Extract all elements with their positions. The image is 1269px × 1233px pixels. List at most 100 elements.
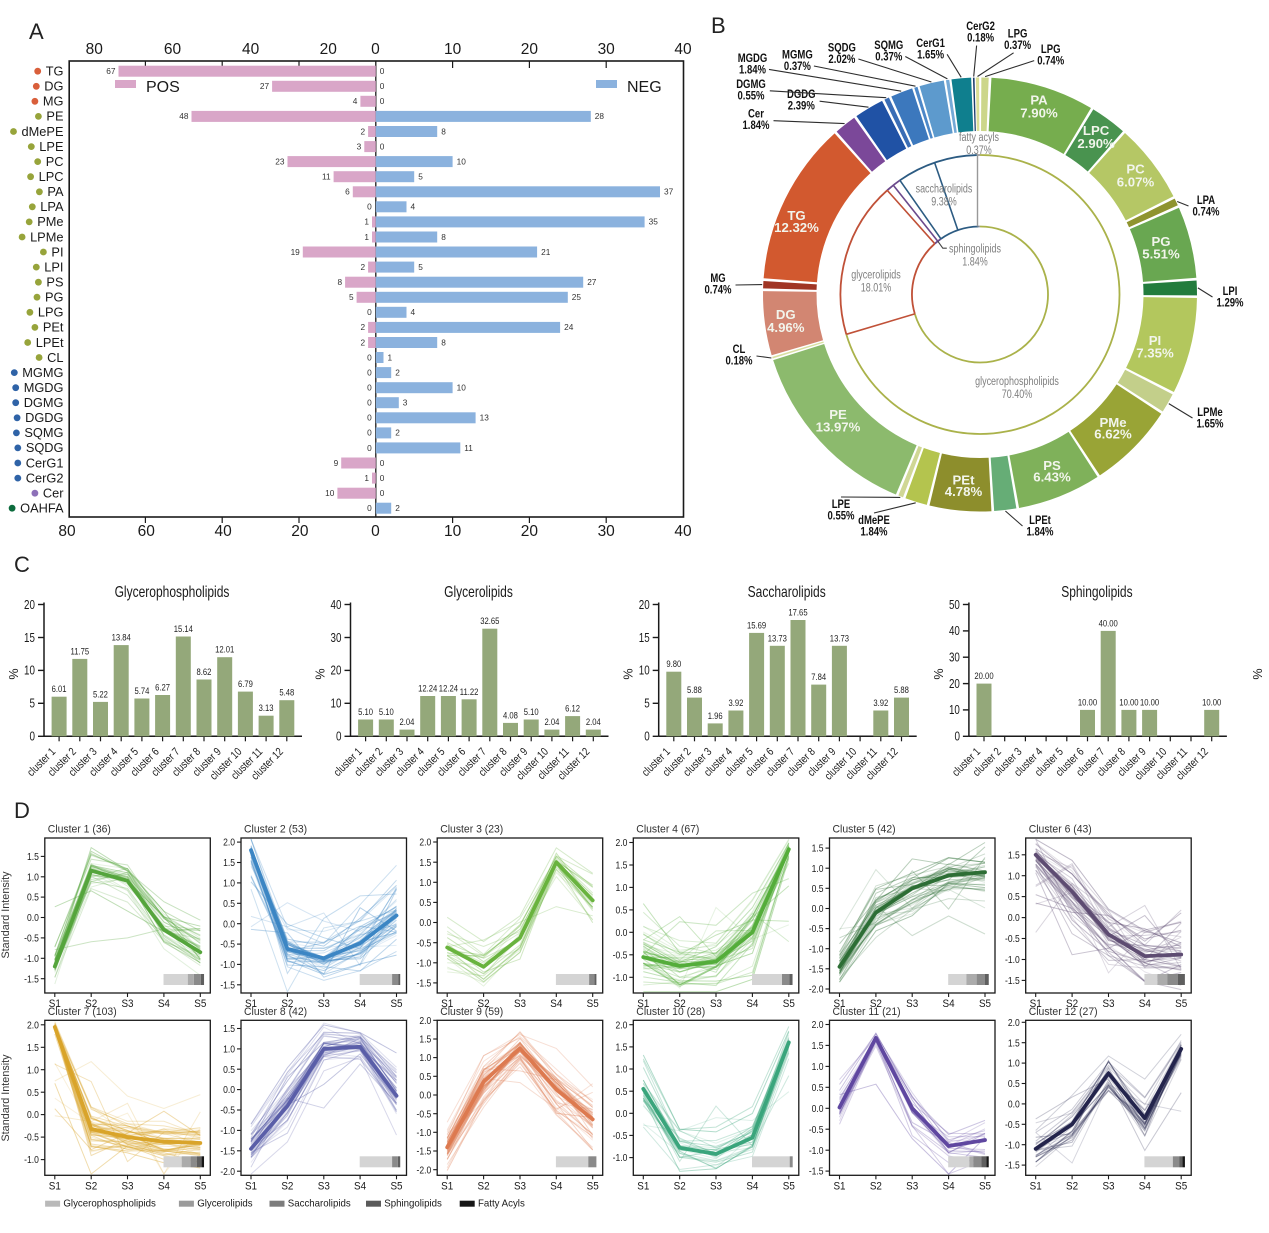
svg-text:1.65%: 1.65% bbox=[1197, 417, 1224, 431]
svg-text:24: 24 bbox=[564, 322, 574, 332]
svg-text:DGDG: DGDG bbox=[787, 87, 816, 101]
svg-text:S5: S5 bbox=[194, 1180, 206, 1192]
svg-text:Sphingolipids: Sphingolipids bbox=[384, 1198, 442, 1209]
svg-text:%: % bbox=[622, 668, 636, 679]
svg-text:-1.0: -1.0 bbox=[613, 1153, 628, 1164]
svg-text:2: 2 bbox=[395, 367, 400, 377]
svg-text:10.00: 10.00 bbox=[1078, 697, 1097, 708]
svg-text:PS: PS bbox=[1043, 458, 1061, 473]
svg-text:0.5: 0.5 bbox=[27, 1088, 39, 1099]
svg-text:6.62%: 6.62% bbox=[1094, 427, 1132, 442]
svg-text:S5: S5 bbox=[390, 998, 402, 1010]
svg-text:Standard Intensity: Standard Intensity bbox=[0, 1054, 12, 1142]
svg-text:LPE: LPE bbox=[39, 139, 63, 154]
svg-text:0.0: 0.0 bbox=[27, 913, 39, 924]
svg-text:S3: S3 bbox=[906, 1180, 918, 1192]
svg-text:5: 5 bbox=[418, 262, 423, 272]
svg-text:S3: S3 bbox=[1102, 998, 1114, 1010]
svg-text:0.18%: 0.18% bbox=[967, 31, 994, 45]
svg-text:-0.5: -0.5 bbox=[220, 1106, 235, 1117]
svg-text:1: 1 bbox=[364, 217, 369, 227]
svg-text:20: 20 bbox=[291, 523, 309, 540]
svg-text:SQMG: SQMG bbox=[874, 38, 903, 52]
svg-text:0.0: 0.0 bbox=[1008, 1100, 1020, 1111]
svg-text:6.27: 6.27 bbox=[155, 683, 170, 694]
svg-text:-0.5: -0.5 bbox=[613, 950, 628, 961]
svg-text:S2: S2 bbox=[870, 998, 882, 1010]
svg-text:S3: S3 bbox=[514, 1180, 526, 1192]
svg-text:S2: S2 bbox=[281, 1180, 293, 1192]
svg-text:13: 13 bbox=[480, 413, 490, 423]
svg-text:NEG: NEG bbox=[627, 79, 662, 96]
svg-text:-1.0: -1.0 bbox=[1005, 1140, 1020, 1151]
svg-text:0: 0 bbox=[367, 503, 372, 513]
svg-text:5.22: 5.22 bbox=[93, 689, 108, 700]
svg-text:12.32%: 12.32% bbox=[774, 220, 819, 235]
svg-text:-0.5: -0.5 bbox=[809, 1125, 824, 1136]
svg-text:1.5: 1.5 bbox=[812, 1041, 824, 1052]
svg-text:S2: S2 bbox=[674, 998, 686, 1010]
svg-text:0.5: 0.5 bbox=[812, 884, 824, 895]
svg-text:1.84%: 1.84% bbox=[743, 118, 770, 132]
svg-text:12.01: 12.01 bbox=[215, 645, 234, 656]
svg-text:10.00: 10.00 bbox=[1140, 697, 1159, 708]
svg-text:CL: CL bbox=[733, 342, 746, 356]
svg-text:S2: S2 bbox=[85, 998, 97, 1010]
svg-text:0: 0 bbox=[367, 443, 372, 453]
svg-text:S5: S5 bbox=[979, 998, 991, 1010]
svg-text:2: 2 bbox=[360, 262, 365, 272]
svg-text:2.0: 2.0 bbox=[223, 838, 235, 849]
svg-text:dMePE: dMePE bbox=[22, 124, 64, 139]
svg-text:LPC: LPC bbox=[39, 169, 64, 184]
svg-text:5.48: 5.48 bbox=[279, 688, 294, 699]
svg-text:S5: S5 bbox=[390, 1180, 402, 1192]
svg-text:4: 4 bbox=[411, 202, 416, 212]
svg-text:50: 50 bbox=[949, 598, 960, 612]
svg-text:-1.0: -1.0 bbox=[809, 944, 824, 955]
svg-text:0: 0 bbox=[367, 398, 372, 408]
svg-text:SQMG: SQMG bbox=[24, 425, 63, 440]
svg-text:LPG: LPG bbox=[38, 305, 64, 320]
svg-text:CerG1: CerG1 bbox=[916, 36, 945, 50]
svg-text:-1.5: -1.5 bbox=[24, 974, 39, 985]
svg-text:LPMe: LPMe bbox=[30, 229, 63, 244]
svg-text:Cluster 12 (27): Cluster 12 (27) bbox=[1029, 1006, 1098, 1018]
svg-text:2: 2 bbox=[360, 337, 365, 347]
svg-text:S3: S3 bbox=[710, 1180, 722, 1192]
svg-text:MG: MG bbox=[43, 94, 64, 109]
svg-text:S5: S5 bbox=[587, 998, 599, 1010]
svg-text:CerG2: CerG2 bbox=[26, 470, 64, 485]
svg-text:-1.0: -1.0 bbox=[809, 1146, 824, 1157]
svg-text:S2: S2 bbox=[478, 1180, 490, 1192]
svg-text:-1.5: -1.5 bbox=[1005, 976, 1020, 987]
svg-text:1: 1 bbox=[388, 352, 393, 362]
svg-text:1.5: 1.5 bbox=[419, 1035, 431, 1046]
svg-text:7.90%: 7.90% bbox=[1020, 106, 1058, 121]
svg-text:8: 8 bbox=[337, 277, 342, 287]
svg-text:20: 20 bbox=[639, 598, 650, 612]
svg-text:60: 60 bbox=[138, 523, 156, 540]
svg-text:C: C bbox=[14, 552, 30, 577]
svg-text:3.92: 3.92 bbox=[873, 698, 888, 709]
svg-text:1.84%: 1.84% bbox=[861, 525, 888, 539]
svg-text:12.24: 12.24 bbox=[439, 684, 459, 695]
svg-text:S5: S5 bbox=[194, 998, 206, 1010]
svg-text:0: 0 bbox=[954, 730, 960, 744]
svg-text:80: 80 bbox=[58, 523, 76, 540]
svg-text:S5: S5 bbox=[587, 1180, 599, 1192]
svg-text:TG: TG bbox=[787, 208, 805, 223]
svg-text:PC: PC bbox=[46, 154, 64, 169]
svg-text:15.14: 15.14 bbox=[174, 624, 194, 635]
svg-text:2.0: 2.0 bbox=[812, 1020, 824, 1031]
svg-text:13.84: 13.84 bbox=[112, 633, 132, 644]
svg-text:sphingolipids: sphingolipids bbox=[949, 244, 1001, 256]
svg-text:0.5: 0.5 bbox=[615, 1087, 627, 1098]
svg-text:1: 1 bbox=[364, 473, 369, 483]
svg-text:0.5: 0.5 bbox=[1008, 1079, 1020, 1090]
svg-text:1.0: 1.0 bbox=[419, 878, 431, 889]
svg-text:5.10: 5.10 bbox=[379, 707, 394, 718]
svg-text:0.18%: 0.18% bbox=[726, 354, 753, 368]
svg-text:S4: S4 bbox=[550, 998, 562, 1010]
svg-text:S2: S2 bbox=[85, 1180, 97, 1192]
svg-text:67: 67 bbox=[106, 66, 116, 76]
